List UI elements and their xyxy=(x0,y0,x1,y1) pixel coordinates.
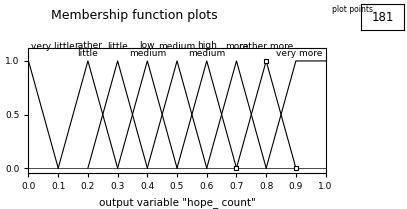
Text: rather more: rather more xyxy=(239,42,293,51)
Text: Membership function plots: Membership function plots xyxy=(51,9,218,22)
Text: little: little xyxy=(107,42,128,51)
Text: medium: medium xyxy=(158,42,196,51)
Text: very little: very little xyxy=(31,42,75,51)
X-axis label: output variable "hope_ count": output variable "hope_ count" xyxy=(98,197,256,208)
Text: plot points: plot points xyxy=(332,5,373,14)
Text: medium: medium xyxy=(188,49,225,58)
Text: more: more xyxy=(225,42,248,51)
Text: high: high xyxy=(197,41,217,50)
Text: 181: 181 xyxy=(372,11,394,24)
Text: medium: medium xyxy=(129,49,166,58)
Text: rather: rather xyxy=(74,41,102,50)
Text: little: little xyxy=(78,49,98,58)
Text: low: low xyxy=(140,41,155,50)
Text: very more: very more xyxy=(276,49,322,58)
